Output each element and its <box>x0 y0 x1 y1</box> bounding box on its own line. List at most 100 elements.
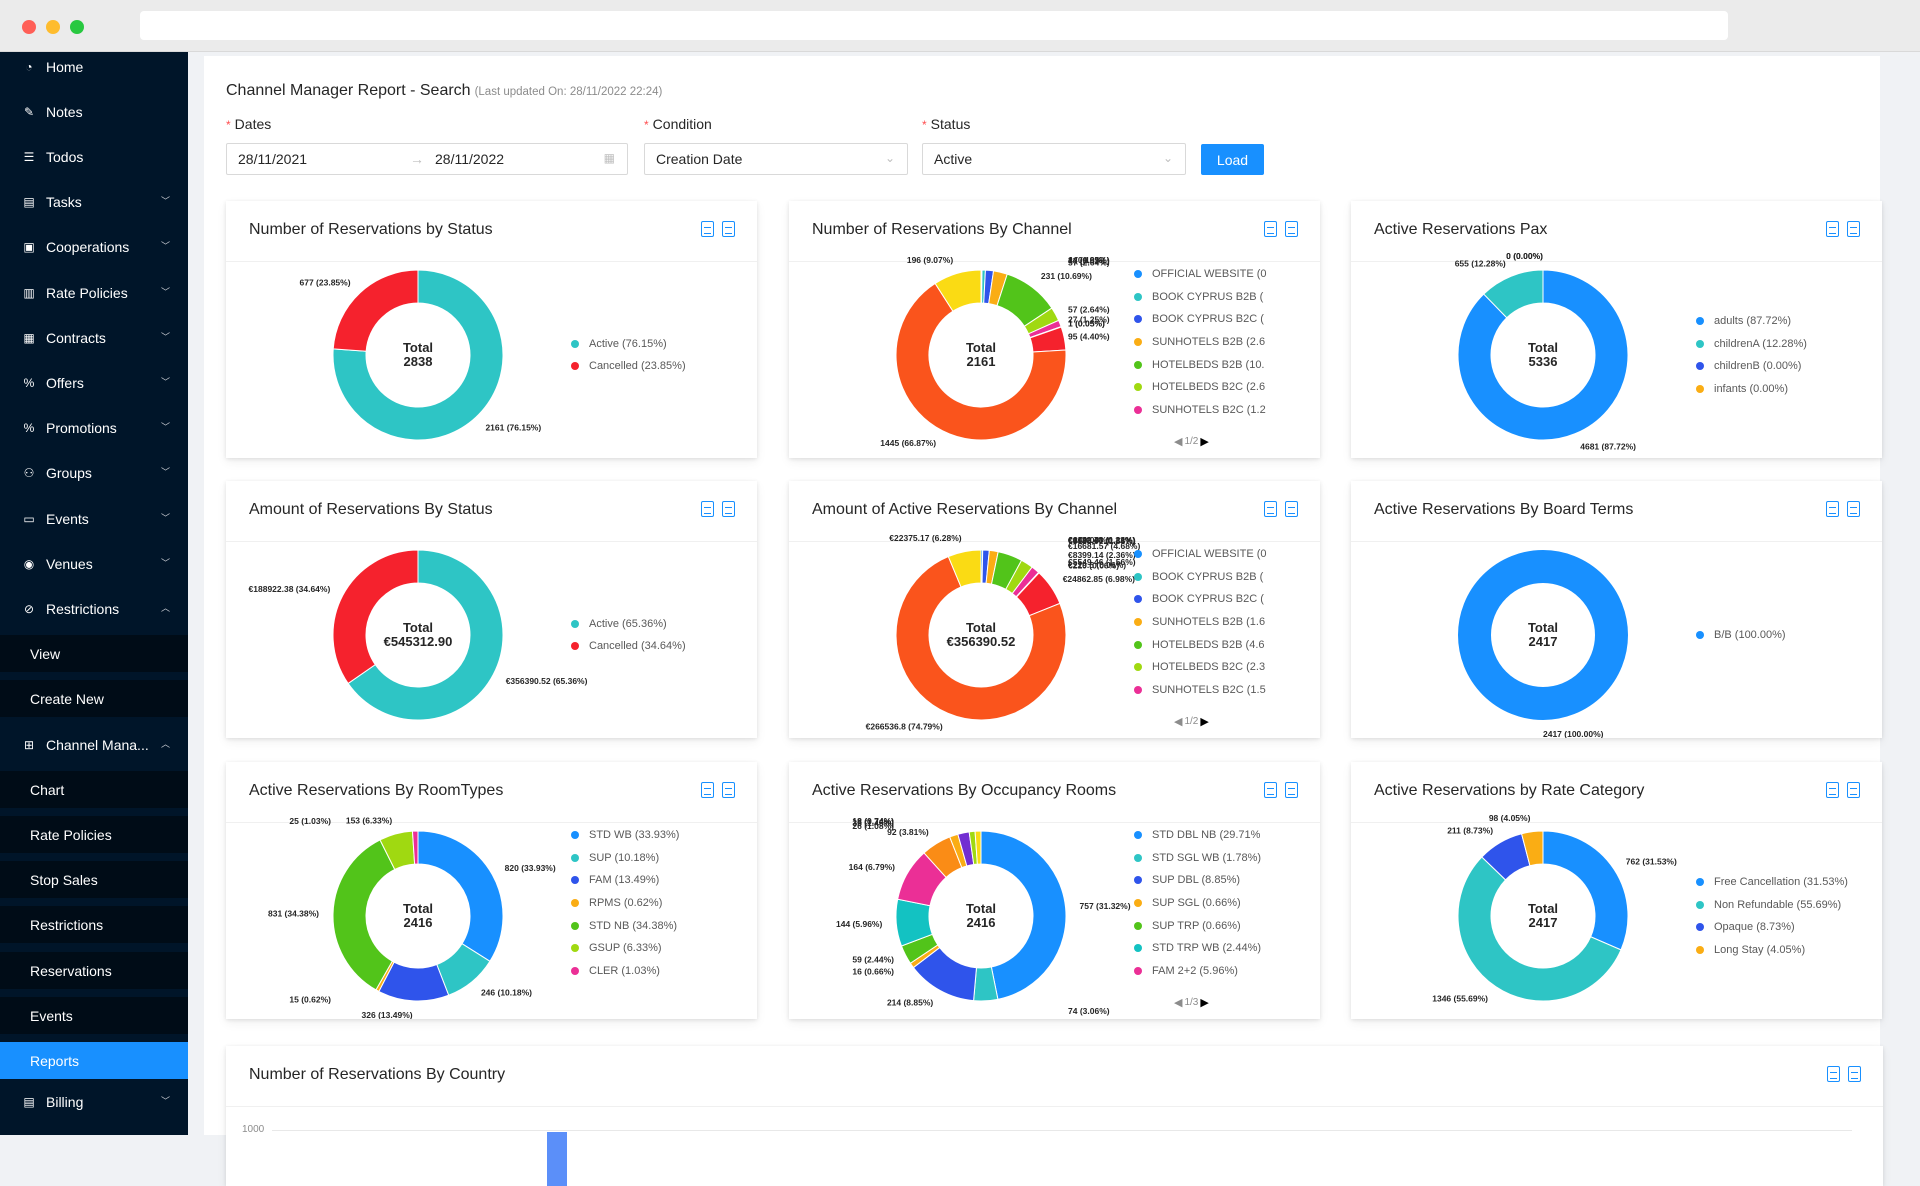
export-pdf-icon[interactable] <box>1826 221 1839 237</box>
status-select[interactable]: Active ⌄ <box>922 143 1186 175</box>
legend-item[interactable]: Free Cancellation (31.53%) <box>1696 871 1848 894</box>
arrow-right-icon[interactable]: ▶ <box>1200 436 1209 448</box>
sidebar-item-restrictions[interactable]: ⊘ Restrictions ︿ <box>0 590 188 627</box>
date-range-picker[interactable]: 28/11/2021 → 28/11/2022 ▦ <box>226 143 628 175</box>
legend-item[interactable]: SUNHOTELS B2C (1.2 <box>1134 399 1267 422</box>
export-pdf-icon[interactable] <box>701 221 714 237</box>
minimize-window-button[interactable] <box>46 20 60 34</box>
sidebar-item-offers[interactable]: % Offers ﹀ <box>0 364 188 401</box>
sidebar-item-restrictions[interactable]: Restrictions <box>0 906 188 943</box>
sidebar-item-events[interactable]: Events <box>0 997 188 1034</box>
export-pdf-icon[interactable] <box>701 782 714 798</box>
legend-item[interactable]: FAM (13.49%) <box>571 869 679 892</box>
legend-item[interactable]: OFFICIAL WEBSITE (0 <box>1134 263 1267 286</box>
pie-slice[interactable] <box>1483 269 1544 319</box>
date-from-value[interactable]: 28/11/2021 <box>238 151 308 167</box>
export-excel-icon[interactable] <box>1285 782 1298 798</box>
address-bar[interactable] <box>140 11 1728 40</box>
legend-item[interactable]: Active (65.36%) <box>571 612 686 635</box>
export-excel-icon[interactable] <box>1285 221 1298 237</box>
pie-slice[interactable] <box>332 549 419 685</box>
legend-item[interactable]: childrenB (0.00%) <box>1696 355 1807 378</box>
sidebar-item-groups[interactable]: ⚇ Groups ﹀ <box>0 454 188 491</box>
legend-item[interactable]: SUP (10.18%) <box>571 847 679 870</box>
legend-item[interactable]: STD TRP WB (2.44%) <box>1134 937 1261 960</box>
legend-item[interactable]: Cancelled (23.85%) <box>571 355 686 378</box>
legend-item[interactable]: SUNHOTELS B2B (2.6 <box>1134 331 1267 354</box>
arrow-left-icon[interactable]: ◀ <box>1174 997 1183 1009</box>
sidebar-item-stop-sales[interactable]: Stop Sales <box>0 861 188 898</box>
maximize-window-button[interactable] <box>70 20 84 34</box>
sidebar-item-chart[interactable]: Chart <box>0 771 188 808</box>
legend-item[interactable]: B/B (100.00%) <box>1696 624 1786 647</box>
load-button[interactable]: Load <box>1201 144 1264 175</box>
legend-item[interactable]: BOOK CYPRUS B2C ( <box>1134 308 1267 331</box>
export-pdf-icon[interactable] <box>1826 782 1839 798</box>
legend-item[interactable]: HOTELBEDS B2C (2.3 <box>1134 656 1267 679</box>
sidebar-item-billing[interactable]: ▤ Billing ﹀ <box>0 1083 188 1120</box>
legend-item[interactable]: SUNHOTELS B2B (1.6 <box>1134 611 1267 634</box>
sidebar-item-cooperations[interactable]: ▣ Cooperations ﹀ <box>0 228 188 265</box>
sidebar-item-create-new[interactable]: Create New <box>0 680 188 717</box>
legend-item[interactable]: BOOK CYPRUS B2B ( <box>1134 286 1267 309</box>
export-pdf-icon[interactable] <box>701 501 714 517</box>
legend-item[interactable]: BOOK CYPRUS B2C ( <box>1134 588 1267 611</box>
legend-item[interactable]: Active (76.15%) <box>571 332 686 355</box>
export-excel-icon[interactable] <box>1847 782 1860 798</box>
legend-item[interactable]: CLER (1.03%) <box>571 960 679 983</box>
export-pdf-icon[interactable] <box>1827 1066 1840 1082</box>
pie-slice[interactable] <box>1542 830 1629 951</box>
sidebar-item-reservations[interactable]: Reservations <box>0 952 188 989</box>
pie-slice[interactable] <box>411 830 419 865</box>
sidebar-item-tasks[interactable]: ▤ Tasks ﹀ <box>0 183 188 220</box>
date-to-value[interactable]: 28/11/2022 <box>435 151 505 167</box>
export-pdf-icon[interactable] <box>1264 221 1277 237</box>
arrow-left-icon[interactable]: ◀ <box>1174 716 1183 728</box>
legend-item[interactable]: SUNHOTELS B2C (1.5 <box>1134 679 1267 702</box>
legend-item[interactable]: SUP DBL (8.85%) <box>1134 869 1261 892</box>
export-excel-icon[interactable] <box>1285 501 1298 517</box>
sidebar-item-promotions[interactable]: % Promotions ﹀ <box>0 409 188 446</box>
condition-select[interactable]: Creation Date ⌄ <box>644 143 908 175</box>
export-excel-icon[interactable] <box>1847 221 1860 237</box>
export-excel-icon[interactable] <box>722 501 735 517</box>
sidebar-item-home[interactable]: ◔ Home <box>0 52 188 85</box>
close-window-button[interactable] <box>22 20 36 34</box>
pie-slice[interactable] <box>417 830 504 962</box>
pie-slice[interactable] <box>1520 830 1544 867</box>
pie-slice[interactable] <box>980 830 1067 1000</box>
export-excel-icon[interactable] <box>722 221 735 237</box>
legend-item[interactable]: STD SGL WB (1.78%) <box>1134 847 1261 870</box>
legend-item[interactable]: FAM 2+2 (5.96%) <box>1134 960 1261 983</box>
export-excel-icon[interactable] <box>1847 501 1860 517</box>
pie-slice[interactable] <box>895 282 1067 441</box>
legend-item[interactable]: Opaque (8.73%) <box>1696 916 1848 939</box>
legend-item[interactable]: Non Refundable (55.69%) <box>1696 893 1848 916</box>
export-pdf-icon[interactable] <box>1264 501 1277 517</box>
export-excel-icon[interactable] <box>722 782 735 798</box>
legend-item[interactable]: Cancelled (34.64%) <box>571 635 686 658</box>
pie-slice[interactable] <box>974 830 982 865</box>
sidebar-item-venues[interactable]: ◉ Venues ﹀ <box>0 545 188 582</box>
sidebar-item-reports[interactable]: Reports <box>0 1042 188 1079</box>
sidebar-item-events[interactable]: ▭ Events ﹀ <box>0 500 188 537</box>
legend-item[interactable]: childrenA (12.28%) <box>1696 332 1807 355</box>
sidebar-item-rate-policies[interactable]: ▥ Rate Policies ﹀ <box>0 274 188 311</box>
pie-slice[interactable] <box>1457 269 1629 441</box>
legend-item[interactable]: STD NB (34.38%) <box>571 914 679 937</box>
export-pdf-icon[interactable] <box>1826 501 1839 517</box>
legend-item[interactable]: HOTELBEDS B2B (10. <box>1134 353 1267 376</box>
sidebar-item-contracts[interactable]: ▦ Contracts ﹀ <box>0 319 188 356</box>
pie-slice[interactable] <box>1457 856 1622 1002</box>
pie-slice[interactable] <box>347 549 504 721</box>
legend-item[interactable]: adults (87.72%) <box>1696 310 1807 333</box>
pie-slice[interactable] <box>934 269 982 312</box>
pie-slice[interactable] <box>332 269 504 441</box>
pie-slice[interactable] <box>332 269 419 352</box>
legend-item[interactable]: BOOK CYPRUS B2B ( <box>1134 566 1267 589</box>
legend-item[interactable]: HOTELBEDS B2C (2.6 <box>1134 376 1267 399</box>
legend-item[interactable]: infants (0.00%) <box>1696 378 1807 401</box>
sidebar-item-rate-policies[interactable]: Rate Policies <box>0 816 188 853</box>
arrow-left-icon[interactable]: ◀ <box>1174 436 1183 448</box>
sidebar-item-todos[interactable]: ☰ Todos <box>0 138 188 175</box>
